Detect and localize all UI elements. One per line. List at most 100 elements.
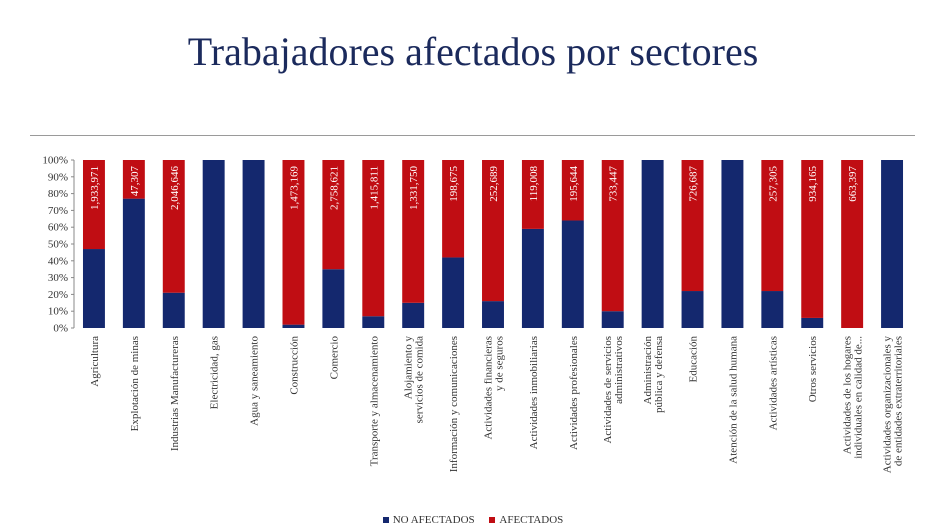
data-label: 252,689 bbox=[488, 166, 500, 202]
category-label: servicios de comida bbox=[414, 336, 426, 423]
category-label: Comercio bbox=[328, 336, 340, 380]
bar-no-afectados bbox=[282, 324, 305, 328]
category-label: y de seguros bbox=[494, 336, 506, 391]
bar-afectados bbox=[601, 160, 624, 312]
bar-afectados bbox=[402, 160, 425, 303]
data-label: 257,305 bbox=[767, 166, 779, 202]
category-label: Actividades de los hogares bbox=[842, 336, 854, 454]
y-tick-label: 40% bbox=[48, 255, 68, 267]
category-label: administrativos bbox=[613, 336, 625, 404]
category-label: Actividades artísticas bbox=[767, 336, 779, 430]
data-label: 1,933,971 bbox=[89, 166, 101, 210]
category-label: Construcción bbox=[288, 336, 300, 395]
data-label: 663,397 bbox=[847, 166, 859, 202]
category-label: Atención de la salud humana bbox=[727, 336, 739, 464]
legend-label-afectados: AFECTADOS bbox=[499, 514, 564, 526]
category-label: de entidades extraterritoriales bbox=[893, 336, 905, 466]
title-divider bbox=[30, 135, 915, 136]
bar-no-afectados bbox=[681, 291, 704, 328]
bar-no-afectados bbox=[242, 160, 265, 328]
data-label: 47,307 bbox=[129, 166, 141, 197]
category-label: Industrias Manufactureras bbox=[169, 336, 181, 451]
bar-no-afectados bbox=[761, 291, 784, 328]
data-label: 195,644 bbox=[568, 166, 580, 202]
bar-no-afectados bbox=[482, 301, 504, 328]
bar-no-afectados bbox=[521, 228, 544, 328]
y-tick-label: 10% bbox=[48, 306, 68, 318]
bar-afectados bbox=[442, 160, 465, 258]
legend-label-no-afectados: NO AFECTADOS bbox=[392, 514, 475, 526]
bar-afectados bbox=[761, 160, 784, 292]
category-label: Transporte y almacenamiento bbox=[368, 336, 380, 467]
bar-afectados bbox=[122, 160, 145, 199]
bar-no-afectados bbox=[202, 160, 225, 328]
bar-afectados bbox=[82, 160, 105, 250]
y-tick-label: 100% bbox=[42, 155, 68, 167]
y-tick-label: 70% bbox=[48, 205, 68, 217]
category-label: Agricultura bbox=[89, 336, 101, 387]
chart-legend: NO AFECTADOS AFECTADOS bbox=[0, 514, 946, 526]
bar-afectados bbox=[282, 160, 305, 325]
data-label: 2,758,621 bbox=[328, 166, 340, 210]
category-label: Actividades organizacionales y bbox=[882, 336, 894, 474]
legend-swatch-no-afectados bbox=[382, 517, 389, 524]
category-label: Educación bbox=[688, 336, 700, 383]
legend-item-no-afectados: NO AFECTADOS bbox=[382, 514, 475, 526]
bar-afectados bbox=[561, 160, 584, 221]
data-label: 2,046,646 bbox=[169, 166, 181, 211]
y-tick-label: 20% bbox=[48, 289, 68, 301]
y-tick-label: 80% bbox=[48, 188, 68, 200]
bar-no-afectados bbox=[721, 160, 744, 328]
bar-afectados bbox=[681, 160, 704, 292]
bar-afectados bbox=[482, 160, 504, 302]
data-label: 1,473,169 bbox=[288, 166, 300, 211]
bar-afectados bbox=[362, 160, 385, 317]
bar-afectados bbox=[841, 160, 864, 328]
data-label: 733,447 bbox=[608, 166, 620, 202]
y-tick-label: 50% bbox=[48, 239, 68, 251]
category-label: Actividades financieras bbox=[483, 336, 495, 440]
bar-no-afectados bbox=[402, 302, 425, 328]
y-tick-label: 90% bbox=[48, 171, 68, 183]
category-label: Actividades inmobiliarias bbox=[528, 336, 540, 449]
data-label: 726,687 bbox=[688, 166, 700, 202]
category-label: Actividades de servicios bbox=[602, 336, 614, 444]
data-label: 119,008 bbox=[528, 166, 540, 202]
category-label: pública y defensa bbox=[653, 336, 665, 413]
data-label: 198,675 bbox=[448, 166, 460, 202]
bar-no-afectados bbox=[362, 316, 385, 328]
legend-swatch-afectados bbox=[489, 517, 496, 524]
bar-no-afectados bbox=[322, 269, 345, 328]
data-label: 1,331,750 bbox=[408, 166, 420, 211]
category-label: Administración bbox=[642, 336, 654, 405]
bar-no-afectados bbox=[641, 160, 664, 328]
y-tick-label: 0% bbox=[53, 323, 68, 335]
category-label: Electricidad, gas bbox=[209, 336, 221, 409]
bar-afectados bbox=[162, 160, 185, 293]
y-tick-label: 30% bbox=[48, 272, 68, 284]
bar-afectados bbox=[521, 160, 544, 229]
data-label: 934,165 bbox=[807, 166, 819, 202]
data-label: 1,415,811 bbox=[368, 166, 380, 210]
bar-no-afectados bbox=[801, 317, 824, 328]
category-label: Explotación de minas bbox=[129, 336, 141, 431]
category-label: Otros servicios bbox=[807, 336, 819, 402]
category-label: Actividades profesionales bbox=[568, 336, 580, 450]
page-title: Trabajadores afectados por sectores bbox=[187, 29, 759, 74]
y-tick-label: 60% bbox=[48, 222, 68, 234]
category-label: Agua y saneamiento bbox=[249, 336, 261, 426]
bar-afectados bbox=[801, 160, 824, 318]
category-label: Alojamiento y bbox=[403, 336, 415, 400]
bar-no-afectados bbox=[561, 220, 584, 328]
legend-item-afectados: AFECTADOS bbox=[489, 514, 563, 526]
bar-no-afectados bbox=[82, 249, 105, 328]
bar-no-afectados bbox=[442, 257, 465, 328]
bar-afectados bbox=[322, 160, 345, 270]
bar-no-afectados bbox=[162, 292, 185, 328]
bar-no-afectados bbox=[881, 160, 904, 328]
bar-no-afectados bbox=[601, 311, 624, 328]
bar-no-afectados bbox=[122, 198, 145, 328]
category-label: Información y comunicaciones bbox=[448, 336, 460, 472]
category-label: individuales en calidad de... bbox=[853, 336, 865, 459]
